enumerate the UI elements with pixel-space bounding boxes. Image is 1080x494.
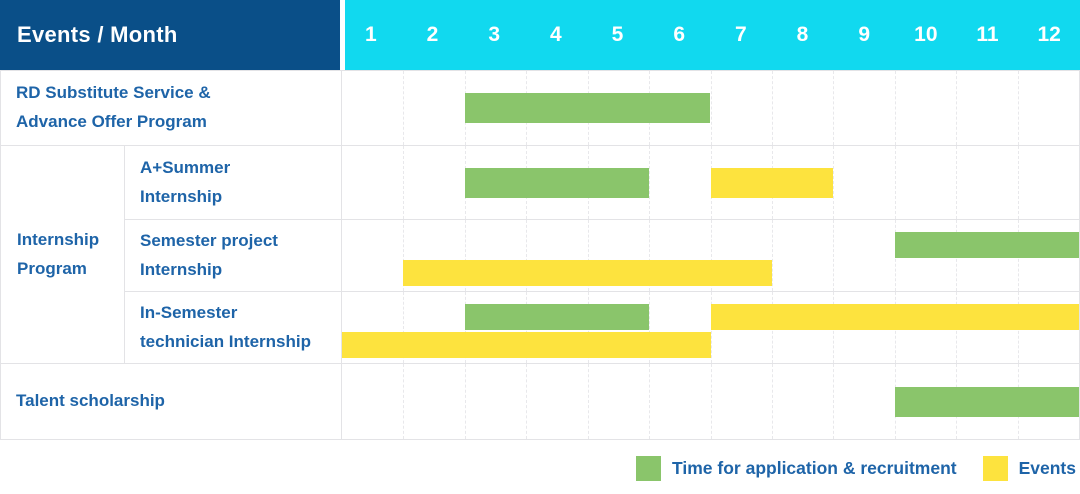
month-tick-11: 11 (976, 23, 999, 46)
month-tick-5: 5 (611, 23, 624, 46)
month-grid (341, 220, 1079, 291)
row-label: In-Semester technician Internship (124, 292, 341, 363)
legend-item-event: Events (982, 455, 1076, 481)
months-header: 1 2 3 4 5 6 7 8 9 10 11 12 (340, 0, 1080, 70)
gantt-bar-event (342, 332, 711, 358)
gantt-bar-event (403, 260, 772, 286)
month-gridline (464, 220, 466, 291)
month-grid (341, 71, 1079, 145)
month-gridline (833, 364, 835, 439)
gantt-bar-application (464, 304, 650, 330)
legend-label: Time for application & recruitment (672, 457, 957, 478)
table-row-in-semester: In-Semester technician Internship (1, 291, 1079, 363)
legend-item-application: Time for application & recruitment (636, 455, 957, 481)
month-gridline (649, 292, 651, 363)
month-tick-12: 12 (1037, 23, 1061, 46)
page-title: Events / Month (17, 22, 178, 47)
month-grid (341, 146, 1079, 219)
legend: Time for application & recruitment Events (636, 452, 1076, 484)
gantt-bar-application (894, 386, 1079, 417)
schedule-table-body: RD Substitute Service & Advance Offer Pr… (0, 70, 1080, 440)
row-label: RD Substitute Service & Advance Offer Pr… (16, 83, 211, 131)
month-gridline (956, 146, 958, 219)
month-tick-3: 3 (488, 23, 500, 46)
month-gridline (587, 220, 589, 291)
month-gridline (956, 71, 958, 145)
month-gridline (771, 364, 773, 439)
month-gridline (649, 364, 651, 439)
month-gridline (710, 364, 712, 439)
month-gridline (403, 71, 405, 145)
legend-swatch-event (982, 455, 1008, 481)
month-gridline (710, 220, 712, 291)
row-label: Talent scholarship (16, 391, 165, 411)
group-cell-internship-program: Internship Program (1, 146, 124, 363)
month-gridline (894, 146, 896, 219)
month-grid (341, 292, 1079, 363)
month-gridline (403, 364, 405, 439)
table-row-talent-scholarship: Talent scholarship (1, 363, 1079, 439)
legend-swatch-application (636, 455, 662, 481)
month-gridline (894, 71, 896, 145)
month-gridline (1017, 71, 1019, 145)
row-label: A+Summer Internship (124, 146, 341, 219)
gantt-bar-application (464, 93, 711, 123)
gantt-bar-application (894, 232, 1079, 258)
month-gridline (833, 71, 835, 145)
table-row-semester-project: Semester project Internship (1, 219, 1079, 291)
row-label: Semester project Internship (124, 220, 341, 291)
month-gridline (771, 71, 773, 145)
gantt-bar-application (464, 167, 650, 198)
month-gridline (403, 292, 405, 363)
month-tick-6: 6 (673, 23, 685, 46)
month-gridline (1017, 146, 1019, 219)
month-gridline (833, 146, 835, 219)
month-gridline (771, 220, 773, 291)
table-row-rd-substitute-service: RD Substitute Service & Advance Offer Pr… (1, 71, 1079, 145)
gantt-bar-event (710, 167, 834, 198)
table-row-a-summer: A+Summer Internship (1, 145, 1079, 219)
month-tick-9: 9 (858, 23, 870, 46)
month-gridline (649, 220, 651, 291)
month-tick-2: 2 (426, 23, 439, 46)
legend-label: Events (1018, 457, 1076, 478)
month-tick-1: 1 (364, 23, 377, 46)
month-tick-7: 7 (734, 23, 747, 46)
month-grid (341, 364, 1079, 439)
month-gridline (526, 364, 528, 439)
months-header-background (345, 0, 1080, 70)
month-gridline (833, 220, 835, 291)
month-gridline (649, 146, 651, 219)
month-tick-4: 4 (549, 23, 562, 46)
month-gridline (464, 364, 466, 439)
month-gridline (710, 71, 712, 145)
month-gridline (403, 220, 405, 291)
month-gridline (526, 220, 528, 291)
month-gridline (587, 364, 589, 439)
month-tick-8: 8 (796, 23, 809, 46)
table-header-title-cell: Events / Month (0, 0, 340, 70)
month-tick-10: 10 (914, 23, 938, 46)
gantt-bar-event (710, 304, 1079, 330)
month-gridline (403, 146, 405, 219)
